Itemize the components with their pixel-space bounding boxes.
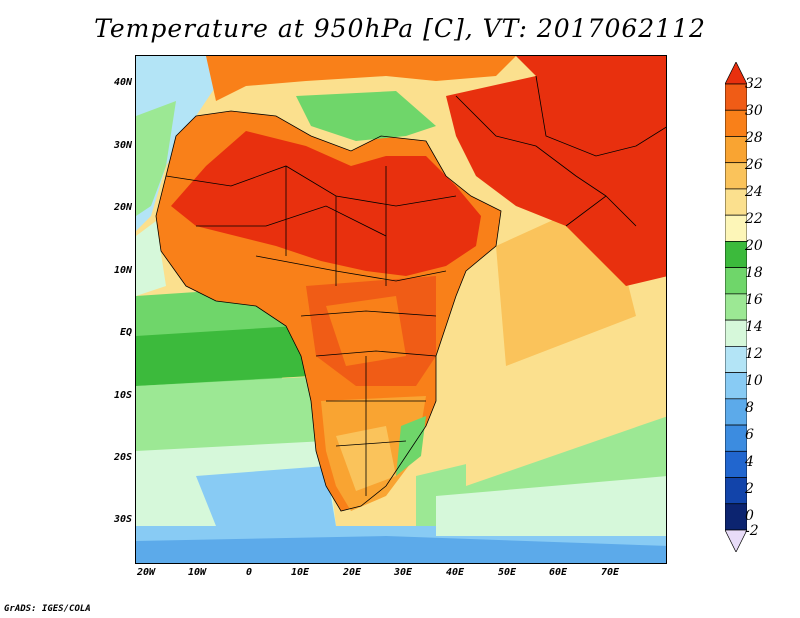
colorbar-label-4: 4 <box>745 454 754 470</box>
colorbar-band <box>725 372 747 400</box>
sahara-hot-zone <box>171 131 481 276</box>
colorbar-label-20: 20 <box>745 238 763 254</box>
lon-label-10e: 10E <box>290 567 310 578</box>
colorbar-band <box>725 398 747 426</box>
lon-label-50e: 50E <box>497 567 517 578</box>
lon-label-40e: 40E <box>445 567 465 578</box>
lon-label-70e: 70E <box>600 567 620 578</box>
arabia-hot-zone <box>446 66 666 286</box>
colorbar-bottom-arrow <box>725 529 747 552</box>
credit-text: GrADS: IGES/COLA <box>4 604 91 614</box>
colorbar-label-26: 26 <box>745 157 763 173</box>
colorbar-band <box>725 136 747 164</box>
colorbar-label-30: 30 <box>745 103 763 119</box>
lat-label-eq: EQ <box>119 327 132 338</box>
lat-label-20n: 20N <box>113 202 132 213</box>
lon-label-0: 0 <box>245 567 253 578</box>
colorbar-band <box>725 293 747 321</box>
lat-label-20s: 20S <box>113 452 132 463</box>
colorbar-band <box>725 241 747 268</box>
lon-label-10w: 10W <box>187 567 207 578</box>
colorbar-label-8: 8 <box>745 400 754 416</box>
colorbar-band <box>725 450 747 478</box>
lat-label-30n: 30N <box>113 140 132 151</box>
lon-label-30e: 30E <box>393 567 413 578</box>
lat-label-40n: 40N <box>113 77 132 88</box>
colorbar-label-32: 32 <box>745 76 763 92</box>
map-title: Temperature at 950hPa [C], VT: 201706211… <box>94 14 706 43</box>
colorbar-label-neg2: -2 <box>745 523 759 539</box>
colorbar-label-22: 22 <box>745 211 763 227</box>
colorbar-label-6: 6 <box>745 427 754 443</box>
colorbar-label-2: 2 <box>745 481 754 497</box>
colorbar <box>725 62 747 552</box>
mediterranean-zone <box>296 91 436 141</box>
colorbar-band <box>725 346 747 373</box>
colorbar-band <box>725 188 747 216</box>
lat-label-30s: 30S <box>113 514 132 525</box>
colorbar-band <box>725 83 747 111</box>
temperature-map <box>135 55 667 564</box>
colorbar-label-10: 10 <box>745 373 763 389</box>
colorbar-top-arrow <box>725 62 747 85</box>
colorbar-band <box>725 424 747 452</box>
lat-label-10n: 10N <box>113 265 132 276</box>
colorbar-label-12: 12 <box>745 346 763 362</box>
colorbar-label-24: 24 <box>745 184 763 200</box>
colorbar-band <box>725 503 747 531</box>
colorbar-label-16: 16 <box>745 292 763 308</box>
colorbar-band <box>725 477 747 505</box>
colorbar-band <box>725 162 747 190</box>
colorbar-band <box>725 109 747 137</box>
colorbar-band <box>725 267 747 295</box>
lon-label-20e: 20E <box>342 567 362 578</box>
colorbar-label-18: 18 <box>745 265 763 281</box>
lat-label-10s: 10S <box>113 390 132 401</box>
colorbar-label-28: 28 <box>745 130 763 146</box>
lon-label-20w: 20W <box>136 567 156 578</box>
lon-label-60e: 60E <box>548 567 568 578</box>
colorbar-band <box>725 319 747 347</box>
colorbar-band <box>725 214 747 242</box>
colorbar-label-0: 0 <box>745 508 754 524</box>
colorbar-label-14: 14 <box>745 319 763 335</box>
country-borders <box>155 75 666 512</box>
